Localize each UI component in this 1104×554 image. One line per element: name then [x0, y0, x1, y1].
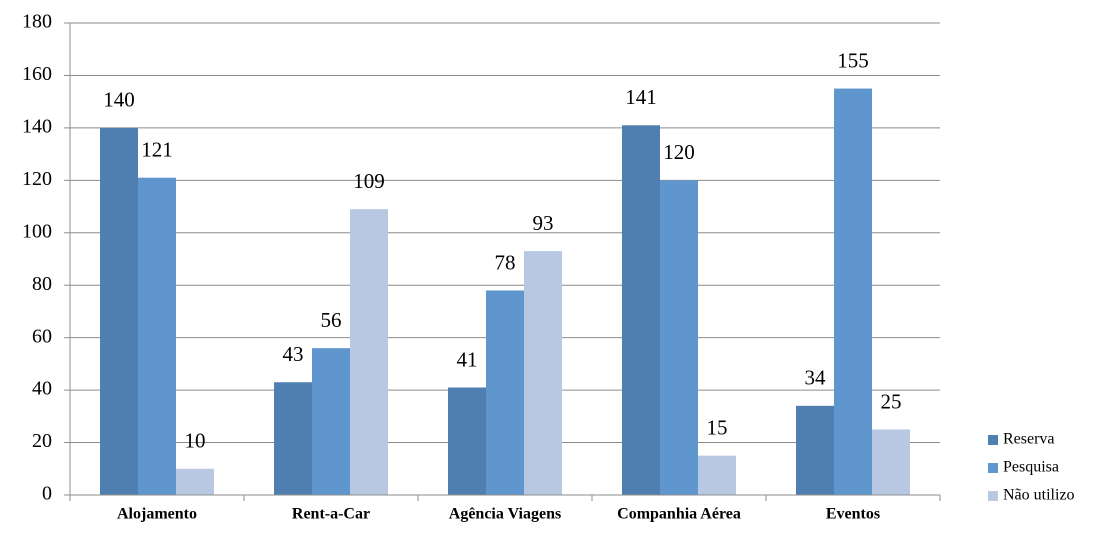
data-label: 121: [141, 138, 173, 162]
y-tick-label: 100: [22, 220, 52, 242]
y-tick-label: 20: [32, 430, 52, 452]
bar: [350, 209, 388, 495]
data-label: 15: [707, 415, 728, 439]
x-tick-label: Eventos: [826, 506, 880, 523]
y-tick-label: 0: [42, 483, 52, 505]
legend-swatch: [988, 491, 998, 501]
legend-label: Pesquisa: [1003, 459, 1059, 476]
bar: [312, 348, 350, 495]
data-label: 43: [283, 342, 304, 366]
bar: [698, 455, 736, 495]
y-tick-label: 160: [22, 63, 52, 85]
data-label: 78: [495, 250, 516, 274]
data-label: 109: [353, 169, 385, 193]
y-tick-label: 80: [32, 273, 52, 295]
bar: [176, 468, 214, 495]
y-tick-label: 180: [22, 11, 52, 33]
y-tick-label: 60: [32, 325, 52, 347]
data-label: 120: [663, 140, 695, 164]
legend-label: Reserva: [1003, 431, 1055, 448]
bar: [622, 125, 660, 496]
data-label: 155: [837, 48, 869, 72]
x-tick-label: Agência Viagens: [449, 506, 561, 523]
x-tick-label: Alojamento: [117, 506, 197, 523]
data-label: 56: [321, 308, 342, 332]
data-label: 41: [457, 347, 478, 371]
y-tick-label: 120: [22, 168, 52, 190]
x-tick-label: Companhia Aérea: [617, 506, 741, 523]
data-label: 10: [185, 429, 206, 453]
bar: [796, 405, 834, 495]
data-label: 141: [625, 85, 657, 109]
legend-label: Não utilizo: [1003, 487, 1075, 504]
bar: [872, 429, 910, 495]
bar: [486, 290, 524, 495]
bar: [660, 180, 698, 496]
legend-swatch: [988, 435, 998, 445]
bar: [138, 177, 176, 495]
bar: [448, 387, 486, 495]
bar: [834, 88, 872, 496]
x-tick-label: Rent-a-Car: [292, 506, 370, 523]
legend-swatch: [988, 463, 998, 473]
data-label: 25: [881, 389, 902, 413]
bar: [274, 382, 312, 495]
data-label: 140: [103, 88, 135, 112]
y-tick-label: 140: [22, 115, 52, 137]
bar: [524, 251, 562, 495]
y-tick-label: 40: [32, 378, 52, 400]
bar: [100, 127, 138, 495]
data-label: 93: [533, 211, 554, 235]
data-label: 34: [805, 366, 827, 390]
